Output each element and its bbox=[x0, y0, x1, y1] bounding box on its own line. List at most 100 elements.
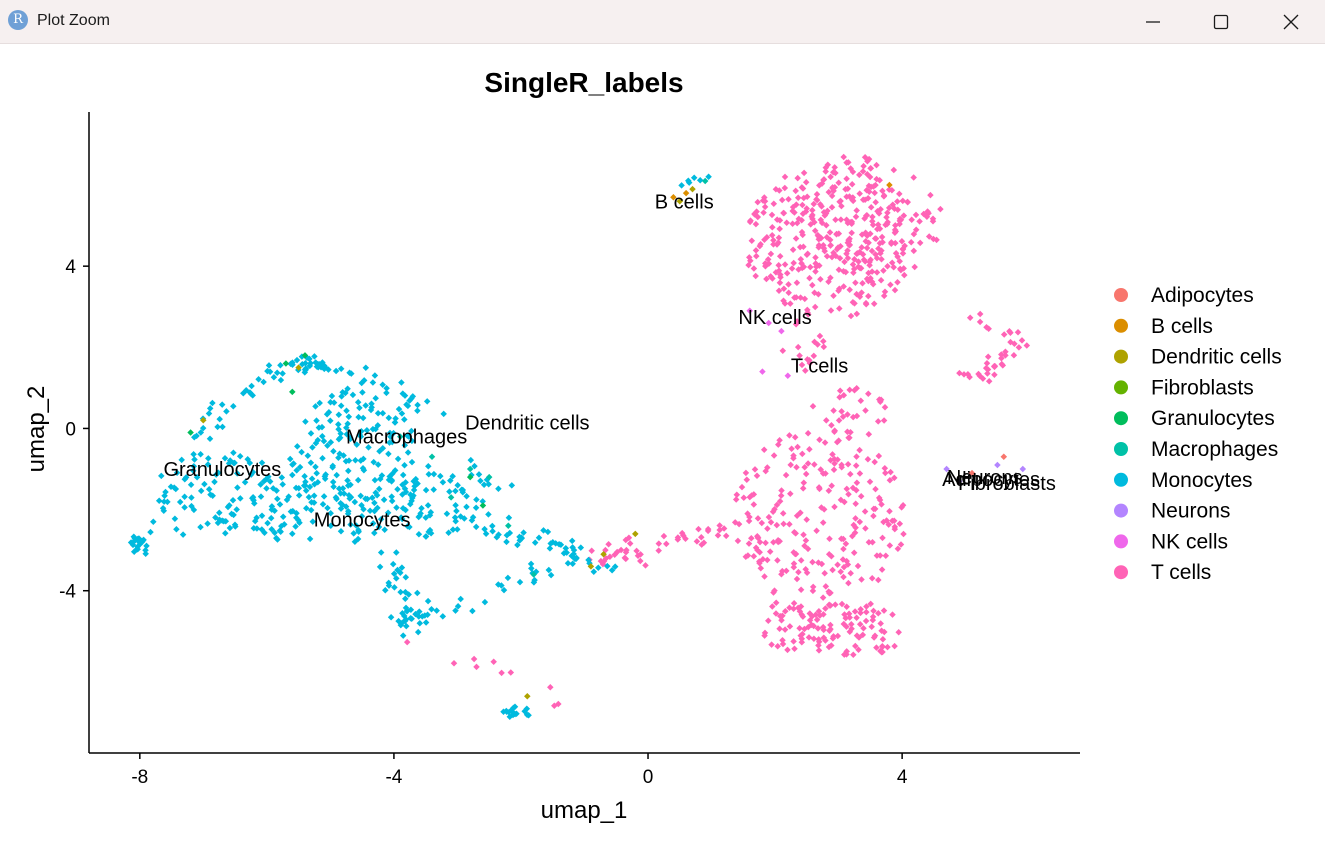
data-point bbox=[790, 564, 798, 571]
y-tick-label: -4 bbox=[59, 582, 76, 603]
data-point bbox=[307, 459, 315, 467]
data-point bbox=[812, 254, 819, 261]
data-point bbox=[171, 515, 179, 523]
data-point bbox=[826, 229, 834, 236]
data-point bbox=[838, 600, 846, 608]
data-point bbox=[891, 642, 898, 650]
data-point bbox=[258, 526, 266, 533]
data-point bbox=[960, 371, 968, 378]
data-point bbox=[193, 474, 201, 481]
data-point bbox=[773, 241, 781, 248]
data-point bbox=[789, 246, 797, 253]
data-point bbox=[161, 492, 168, 500]
data-point bbox=[811, 461, 818, 468]
data-point bbox=[867, 165, 874, 172]
data-point bbox=[397, 433, 404, 440]
data-point bbox=[858, 231, 866, 238]
data-point bbox=[892, 228, 900, 235]
data-point bbox=[608, 567, 616, 574]
data-point bbox=[632, 530, 639, 538]
data-point bbox=[340, 452, 347, 459]
data-point bbox=[900, 530, 907, 538]
data-point bbox=[843, 485, 851, 493]
data-point bbox=[809, 583, 817, 591]
data-point bbox=[289, 530, 296, 538]
data-point bbox=[778, 196, 786, 204]
data-point bbox=[848, 620, 855, 628]
data-point bbox=[846, 242, 853, 249]
data-point bbox=[633, 547, 640, 555]
data-point bbox=[999, 362, 1007, 369]
close-button[interactable] bbox=[1256, 0, 1325, 44]
maximize-button[interactable] bbox=[1186, 0, 1256, 44]
data-point bbox=[1015, 344, 1023, 351]
data-point bbox=[856, 518, 864, 526]
data-point bbox=[588, 547, 595, 554]
data-point bbox=[790, 259, 797, 267]
data-point bbox=[246, 459, 254, 467]
data-point bbox=[799, 210, 807, 217]
data-point bbox=[806, 274, 813, 282]
data-point bbox=[885, 521, 892, 528]
data-point bbox=[219, 423, 226, 431]
data-point bbox=[414, 628, 422, 636]
cluster-label: Fibroblasts bbox=[958, 473, 1056, 495]
x-tick-label: 4 bbox=[897, 767, 908, 788]
data-point bbox=[782, 607, 789, 615]
data-point bbox=[875, 452, 883, 460]
data-point bbox=[147, 528, 154, 536]
data-point bbox=[991, 371, 998, 378]
data-point bbox=[801, 542, 808, 550]
data-point bbox=[927, 191, 934, 199]
data-point bbox=[339, 485, 347, 492]
data-point bbox=[233, 470, 241, 477]
data-point bbox=[301, 352, 309, 359]
data-point bbox=[562, 545, 570, 552]
data-point bbox=[302, 487, 310, 494]
data-point bbox=[314, 478, 322, 486]
data-point bbox=[857, 492, 865, 500]
data-point bbox=[226, 457, 234, 464]
data-point bbox=[879, 636, 887, 643]
data-point bbox=[769, 223, 776, 231]
data-point bbox=[870, 300, 878, 308]
data-point bbox=[869, 213, 876, 221]
data-point bbox=[888, 240, 895, 248]
data-point bbox=[891, 474, 898, 482]
data-point bbox=[781, 184, 789, 192]
data-point bbox=[418, 504, 425, 512]
data-point bbox=[890, 166, 898, 174]
data-point bbox=[289, 461, 296, 468]
data-point bbox=[746, 307, 753, 315]
data-point bbox=[875, 609, 882, 617]
data-point bbox=[769, 603, 776, 610]
data-point bbox=[289, 471, 296, 479]
data-point bbox=[898, 504, 905, 511]
data-point bbox=[753, 208, 760, 215]
data-point bbox=[705, 173, 712, 181]
data-point bbox=[767, 519, 775, 526]
data-point bbox=[1010, 352, 1018, 359]
cluster-label: Macrophages bbox=[346, 427, 467, 449]
data-point bbox=[776, 279, 784, 286]
r-app-icon: R bbox=[8, 10, 28, 30]
data-point bbox=[816, 262, 823, 269]
data-point bbox=[570, 550, 577, 558]
data-point bbox=[873, 175, 880, 183]
minimize-button[interactable] bbox=[1118, 0, 1188, 44]
data-point bbox=[391, 467, 399, 474]
data-point bbox=[836, 305, 843, 312]
data-point bbox=[277, 528, 284, 535]
data-point bbox=[439, 478, 447, 486]
data-point bbox=[823, 252, 831, 260]
legend-label: NK cells bbox=[1151, 530, 1228, 553]
legend-key bbox=[1114, 411, 1128, 426]
data-point bbox=[469, 607, 476, 615]
data-point bbox=[853, 207, 860, 214]
data-point bbox=[802, 470, 810, 478]
data-point bbox=[403, 638, 411, 646]
data-point bbox=[293, 514, 300, 522]
data-point bbox=[761, 632, 768, 639]
data-point bbox=[847, 428, 854, 436]
data-point bbox=[815, 647, 823, 654]
